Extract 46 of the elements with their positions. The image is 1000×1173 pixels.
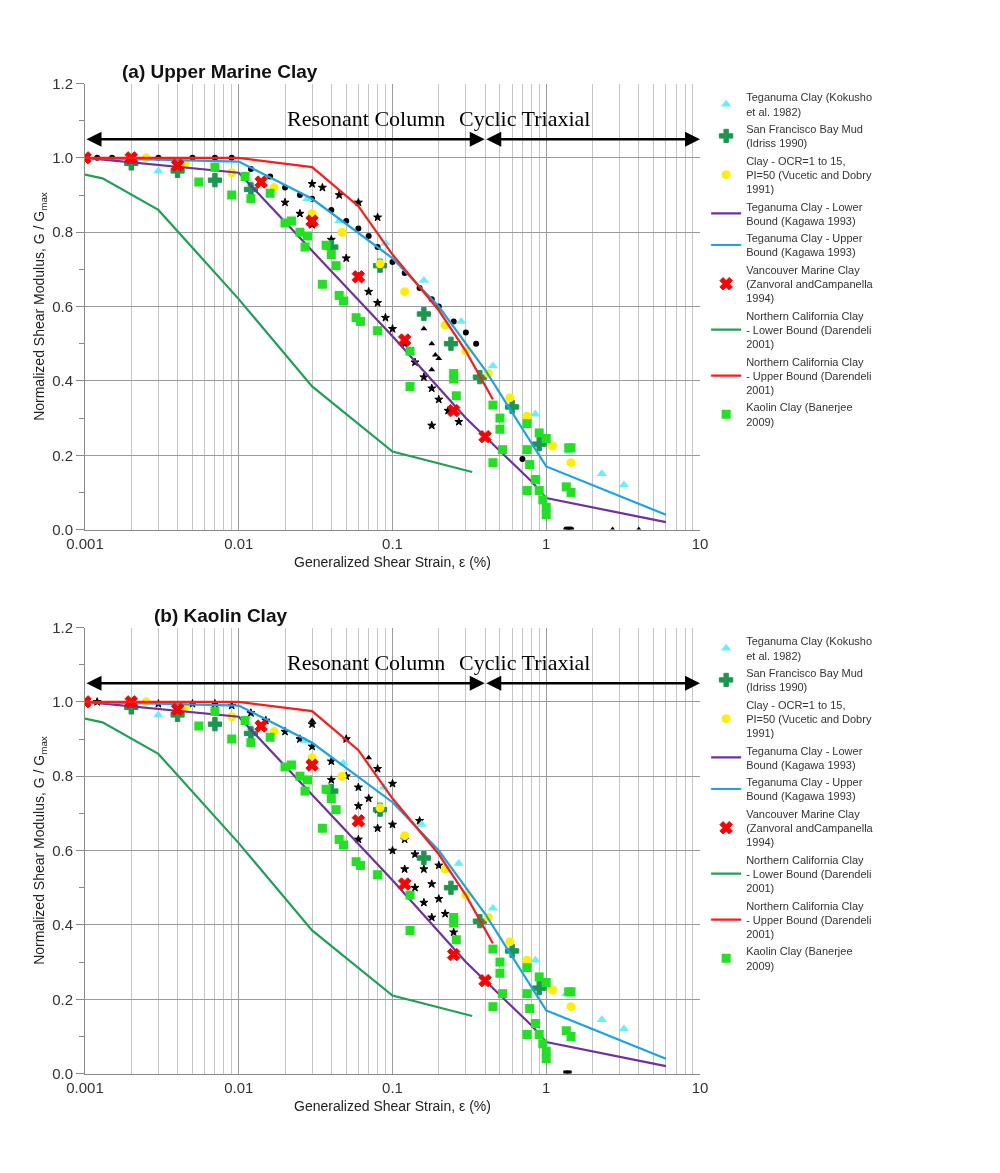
legend-label: Kaolin Clay (Banerjee 2009) (746, 401, 853, 428)
y-tick-label: 1.2 (52, 74, 73, 92)
chart-title: (a) Upper Marine Clay (122, 61, 318, 82)
annotation: Resonant Column (287, 106, 446, 131)
x-tick-label: 0.01 (224, 1078, 254, 1096)
y-tick-label: 0.4 (52, 916, 73, 934)
x-tick-label: 10 (691, 1078, 709, 1096)
x-tick-label: 0.01 (224, 534, 254, 552)
y-tick-label: 0.2 (52, 990, 73, 1008)
legend-label: Teganuma Clay - Upper Bound (Kagawa 1993) (746, 232, 863, 259)
y-tick-label: 0.6 (52, 841, 73, 859)
legend-label: Clay - OCR=1 to 15, PI=50 (Vucetic and Dobry 1991) (746, 698, 872, 740)
y-tick-label: 1.0 (52, 693, 73, 711)
legend-label: San Francisco Bay Mud (Idriss 1990) (746, 667, 863, 694)
legend-label: Kaolin Clay (Banerjee 2009) (746, 945, 853, 972)
x-tick-label: 0.1 (382, 1078, 403, 1096)
y-tick-label: 0.6 (52, 297, 73, 315)
x-tick-label: 1 (542, 534, 551, 552)
x-tick-label: 10 (691, 534, 709, 552)
legend-label: Northern California Clay - Lower Bound (Darendeli 2001) (746, 309, 872, 351)
x-axis-title: Generalized Shear Strain, ε (%) (294, 1097, 491, 1114)
y-tick-label: 0.2 (52, 446, 73, 464)
x-axis-title: Generalized Shear Strain, ε (%) (294, 553, 491, 570)
annotation: Resonant Column (287, 650, 446, 675)
legend-label: Northern California Clay - Lower Bound (Darendeli 2001) (746, 853, 872, 895)
legend-label: Teganuma Clay - Lower Bound (Kagawa 1993) (746, 744, 863, 771)
legend-label: Northern California Clay - Upper Bound (Darendeli 2001) (746, 355, 872, 397)
legend-label: Vancouver Marine Clay (Zanvoral andCampanella 1994) (746, 807, 874, 849)
x-tick-label: 0.1 (382, 534, 403, 552)
legend-label: Teganuma Clay (Kokusho et al. 1982) (746, 635, 873, 662)
legend-label: Teganuma Clay - Upper Bound (Kagawa 1993) (746, 776, 863, 803)
legend-label: Northern California Clay - Upper Bound (Darendeli 2001) (746, 899, 872, 941)
legend-label: Vancouver Marine Clay (Zanvoral andCampanella 1994) (746, 263, 874, 305)
legend-label: Teganuma Clay - Lower Bound (Kagawa 1993) (746, 200, 863, 227)
y-tick-label: 0.8 (52, 223, 73, 241)
y-tick-label: 1.2 (52, 618, 73, 636)
annotation: Cyclic Triaxial (459, 650, 591, 675)
x-tick-label: 1 (542, 1078, 551, 1096)
y-tick-label: 0.8 (52, 767, 73, 785)
legend-label: Teganuma Clay (Kokusho et al. 1982) (746, 91, 873, 118)
y-tick-label: 1.0 (52, 149, 73, 167)
y-tick-label: 0.4 (52, 372, 73, 390)
annotation: Cyclic Triaxial (459, 106, 591, 131)
legend-label: Clay - OCR=1 to 15, PI=50 (Vucetic and Dobry 1991) (746, 154, 872, 196)
chart-title: (b) Kaolin Clay (154, 605, 288, 626)
legend-label: San Francisco Bay Mud (Idriss 1990) (746, 123, 863, 150)
